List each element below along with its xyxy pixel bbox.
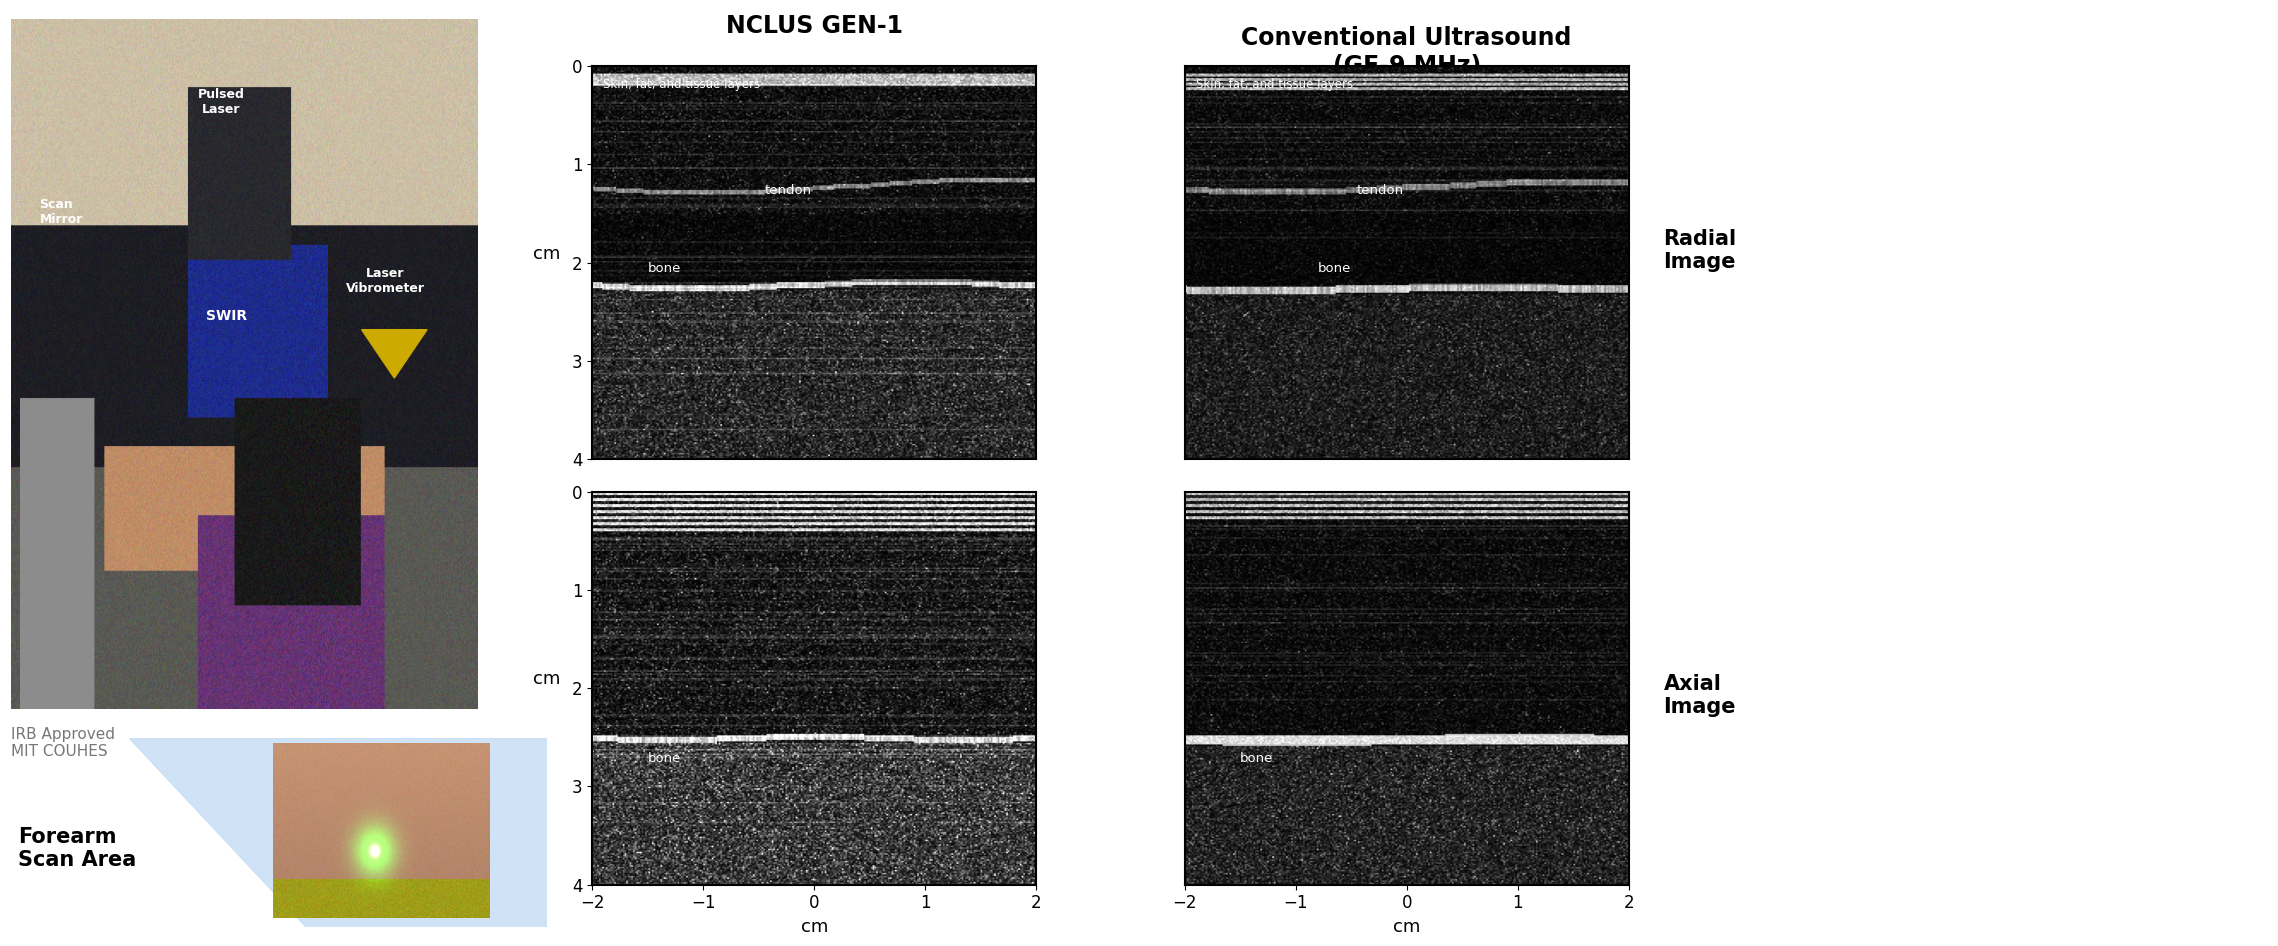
Text: SWIR: SWIR	[205, 309, 246, 323]
Text: Skin, fat, and tissue layers: Skin, fat, and tissue layers	[604, 78, 761, 91]
X-axis label: cm: cm	[1392, 918, 1421, 936]
Text: bone: bone	[1317, 262, 1351, 275]
Text: IRB Approved
MIT COUHES: IRB Approved MIT COUHES	[11, 727, 116, 760]
Text: Pulsed
Laser: Pulsed Laser	[198, 88, 246, 115]
Polygon shape	[130, 738, 547, 927]
Text: tendon: tendon	[1358, 184, 1403, 197]
Text: Laser
Vibrometer: Laser Vibrometer	[346, 268, 424, 295]
Text: Axial
Image: Axial Image	[1663, 674, 1736, 717]
Y-axis label: cm: cm	[533, 244, 560, 262]
Text: tendon: tendon	[765, 184, 811, 197]
Text: Forearm
Scan Area: Forearm Scan Area	[18, 827, 137, 870]
Text: Skin, fat, and tissue layers: Skin, fat, and tissue layers	[1196, 78, 1353, 91]
Text: bone: bone	[1239, 752, 1273, 764]
Text: NCLUS GEN-1: NCLUS GEN-1	[727, 14, 902, 38]
Text: bone: bone	[647, 262, 681, 275]
Y-axis label: cm: cm	[533, 670, 560, 689]
Text: Radial
Image: Radial Image	[1663, 229, 1736, 272]
Polygon shape	[362, 330, 426, 378]
Text: Scan
Mirror: Scan Mirror	[39, 199, 82, 226]
X-axis label: cm: cm	[800, 918, 829, 936]
Text: Conventional Ultrasound
(GE-9 MHz): Conventional Ultrasound (GE-9 MHz)	[1242, 26, 1572, 78]
Text: bone: bone	[647, 752, 681, 764]
